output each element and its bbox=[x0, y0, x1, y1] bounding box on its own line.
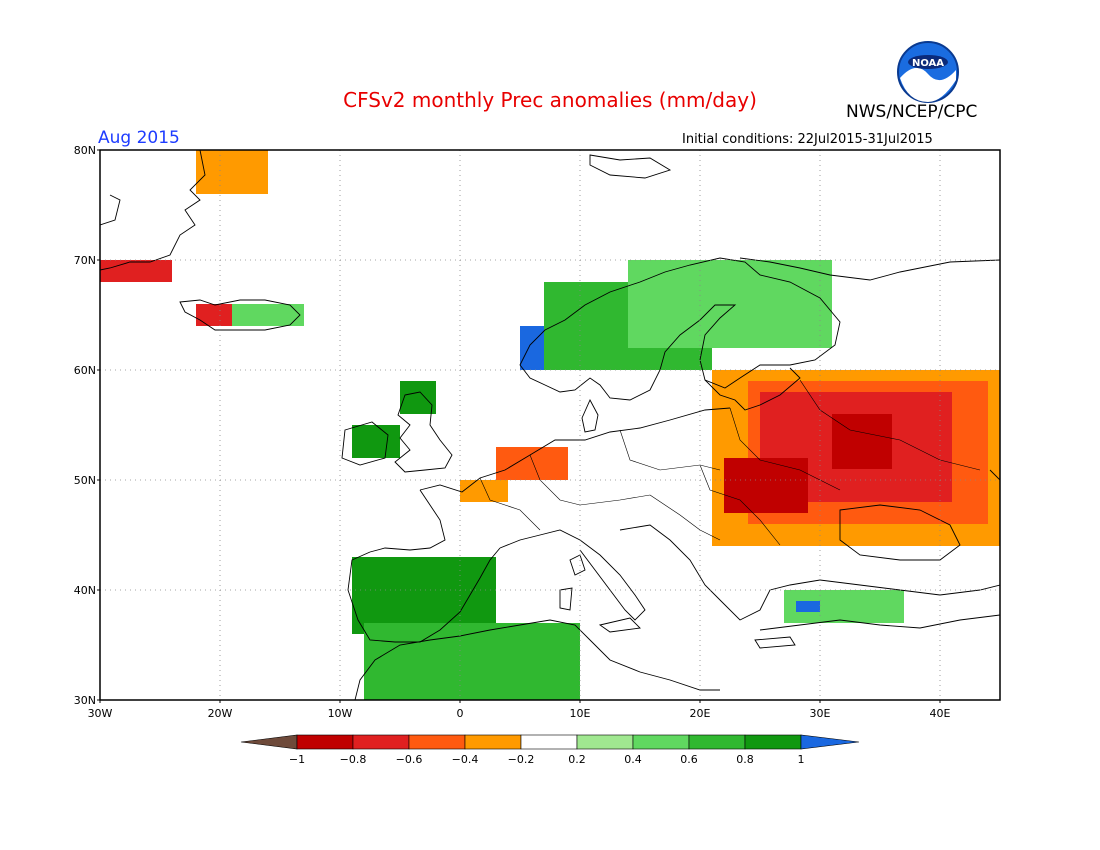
anomaly-region bbox=[232, 304, 304, 326]
legend-label: 0.6 bbox=[680, 753, 698, 766]
legend-label: −0.6 bbox=[396, 753, 423, 766]
svg-text:NOAA: NOAA bbox=[912, 58, 944, 69]
legend-swatch bbox=[520, 734, 578, 750]
longitude-labels: 30W 20W 10W 0 10E 20E 30E 40E bbox=[88, 700, 951, 720]
anomaly-region bbox=[352, 425, 400, 458]
lon-label: 20E bbox=[690, 707, 711, 720]
anomaly-region bbox=[352, 557, 496, 634]
agency-label: NWS/NCEP/CPC bbox=[846, 102, 978, 122]
anomaly-region bbox=[496, 447, 568, 480]
noaa-logo: NOAA bbox=[896, 40, 960, 108]
legend-label: −0.8 bbox=[340, 753, 367, 766]
legend-swatch bbox=[632, 734, 690, 750]
legend-label: 0.8 bbox=[736, 753, 754, 766]
anomaly-region bbox=[724, 458, 808, 513]
legend-swatch bbox=[576, 734, 634, 750]
latitude-labels: 80N 70N 60N 50N 40N 30N bbox=[74, 144, 100, 707]
anomaly-region bbox=[460, 480, 508, 502]
map-frame bbox=[99, 149, 1001, 701]
legend-label: 0.4 bbox=[624, 753, 642, 766]
legend-swatch bbox=[464, 734, 522, 750]
color-legend: −1 −0.8 −0.6 −0.4 −0.2 0.2 0.4 0.6 0.8 1 bbox=[240, 734, 860, 766]
legend-swatch bbox=[688, 734, 746, 750]
anomaly-region bbox=[832, 414, 892, 469]
anomaly-region bbox=[796, 601, 820, 612]
lat-lon-grid bbox=[100, 150, 1000, 700]
lon-label: 30E bbox=[810, 707, 831, 720]
lon-label: 30W bbox=[88, 707, 113, 720]
legend-swatch bbox=[352, 734, 410, 750]
legend-label: 1 bbox=[798, 753, 805, 766]
lon-label: 0 bbox=[457, 707, 464, 720]
legend-arrow-low bbox=[240, 734, 298, 750]
legend-swatch bbox=[408, 734, 466, 750]
lat-label: 50N bbox=[74, 474, 96, 487]
legend-label: 0.2 bbox=[568, 753, 586, 766]
legend-arrow-high bbox=[800, 734, 860, 750]
lat-label: 40N bbox=[74, 584, 96, 597]
lon-label: 10W bbox=[328, 707, 353, 720]
lon-label: 10E bbox=[570, 707, 591, 720]
anomaly-region bbox=[196, 150, 268, 194]
lat-label: 60N bbox=[74, 364, 96, 377]
chart-title: CFSv2 monthly Prec anomalies (mm/day) bbox=[343, 88, 757, 112]
legend-swatch bbox=[744, 734, 802, 750]
legend-label: −0.2 bbox=[508, 753, 535, 766]
lat-label: 70N bbox=[74, 254, 96, 267]
anomaly-region bbox=[100, 260, 172, 282]
anomaly-region bbox=[364, 623, 580, 700]
legend-label: −1 bbox=[289, 753, 305, 766]
initial-conditions: Initial conditions: 22Jul2015-31Jul2015 bbox=[682, 132, 933, 147]
anomaly-region bbox=[628, 260, 832, 348]
anomaly-field bbox=[100, 150, 1000, 700]
lat-label: 30N bbox=[74, 694, 96, 707]
lon-label: 20W bbox=[208, 707, 233, 720]
anomaly-region bbox=[400, 381, 436, 414]
legend-swatch bbox=[296, 734, 354, 750]
forecast-month: Aug 2015 bbox=[98, 128, 180, 148]
lon-label: 40E bbox=[930, 707, 951, 720]
anomaly-region bbox=[196, 304, 232, 326]
legend-label: −0.4 bbox=[452, 753, 479, 766]
lat-label: 80N bbox=[74, 144, 96, 157]
coastlines bbox=[100, 150, 1000, 700]
